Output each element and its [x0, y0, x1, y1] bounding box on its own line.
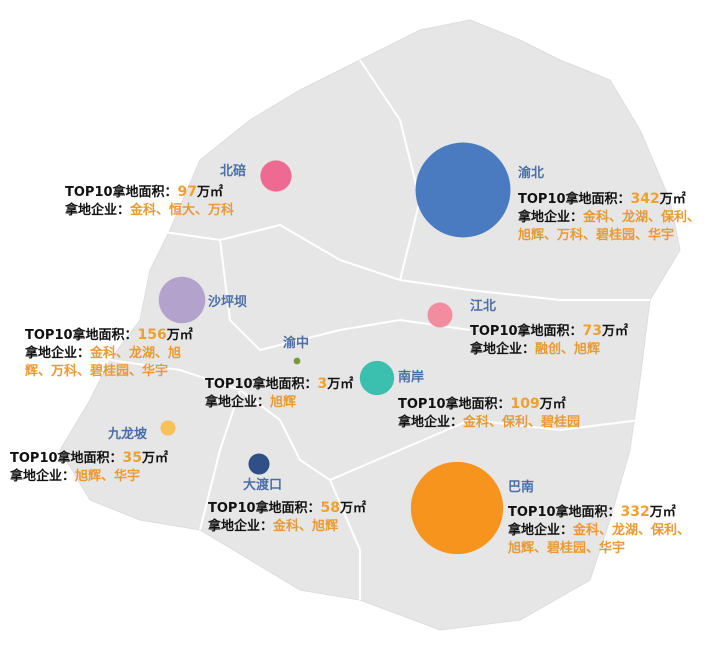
info-block: TOP10拿地面积：342万㎡ 拿地企业：金科、龙湖、保利、旭辉、万科、碧桂园、华…: [518, 190, 703, 245]
area-value: 58: [320, 500, 341, 516]
companies: 金科、龙湖、保利、旭辉、万科、碧桂园、华宇: [518, 210, 701, 243]
area-value: 73: [582, 323, 603, 339]
companies: 旭辉: [270, 395, 297, 410]
district-name: 巴南: [508, 480, 535, 495]
company-label: 拿地企业：: [25, 346, 91, 361]
area-line: TOP10拿地面积：3万㎡: [205, 375, 405, 394]
info-block: TOP10拿地面积：332万㎡ 拿地企业：金科、龙湖、保利、旭辉、碧桂园、华宇: [508, 503, 693, 558]
company-label: 拿地企业：: [470, 342, 536, 357]
bubble: [158, 276, 206, 324]
companies: 金科、旭辉: [273, 519, 339, 534]
company-label: 拿地企业：: [65, 203, 131, 218]
area-unit: 万㎡: [327, 377, 354, 392]
area-unit: 万㎡: [197, 185, 224, 200]
company-line: 拿地企业：融创、旭辉: [470, 341, 670, 359]
area-value: 156: [137, 327, 167, 343]
area-line: TOP10拿地面积：156万㎡: [25, 326, 203, 345]
area-unit: 万㎡: [602, 324, 629, 339]
bubble: [248, 453, 270, 475]
area-line: TOP10拿地面积：58万㎡: [208, 499, 408, 518]
area-label: TOP10拿地面积：: [508, 505, 621, 520]
area-label: TOP10拿地面积：: [205, 377, 318, 392]
district-name: 大渡口: [243, 478, 283, 493]
info-block: TOP10拿地面积：35万㎡ 拿地企业：旭辉、华宇: [10, 449, 210, 486]
company-line: 拿地企业：金科、旭辉: [208, 518, 408, 536]
area-unit: 万㎡: [166, 328, 193, 343]
area-label: TOP10拿地面积：: [518, 192, 631, 207]
area-value: 342: [630, 191, 660, 207]
company-label: 拿地企业：: [398, 415, 464, 430]
district-name: 渝北: [518, 166, 545, 181]
company-label: 拿地企业：: [208, 519, 274, 534]
bubble: [410, 461, 504, 555]
info-block: TOP10拿地面积：97万㎡ 拿地企业：金科、恒大、万科: [65, 183, 265, 220]
area-unit: 万㎡: [142, 451, 169, 466]
companies: 金科、保利、碧桂园: [463, 415, 581, 430]
area-line: TOP10拿地面积：109万㎡: [398, 395, 618, 414]
companies: 旭辉、华宇: [75, 469, 141, 484]
company-line: 拿地企业：旭辉: [205, 394, 405, 412]
area-label: TOP10拿地面积：: [65, 185, 178, 200]
area-label: TOP10拿地面积：: [470, 324, 583, 339]
area-value: 97: [177, 184, 198, 200]
companies: 金科、恒大、万科: [130, 203, 235, 218]
company-label: 拿地企业：: [205, 395, 271, 410]
area-line: TOP10拿地面积：35万㎡: [10, 449, 210, 468]
company-line: 拿地企业：金科、龙湖、保利、旭辉、万科、碧桂园、华宇: [518, 209, 703, 245]
bubble: [160, 420, 176, 436]
company-label: 拿地企业：: [518, 210, 584, 225]
info-block: TOP10拿地面积：3万㎡ 拿地企业：旭辉: [205, 375, 405, 412]
bubble: [260, 160, 292, 192]
info-block: TOP10拿地面积：109万㎡ 拿地企业：金科、保利、碧桂园: [398, 395, 618, 432]
company-line: 拿地企业：金科、恒大、万科: [65, 202, 265, 220]
area-label: TOP10拿地面积：: [398, 397, 511, 412]
area-unit: 万㎡: [539, 397, 566, 412]
bubble: [293, 357, 301, 365]
district-name: 江北: [470, 299, 497, 314]
area-value: 35: [122, 450, 143, 466]
district-name: 渝中: [283, 336, 310, 351]
company-line: 拿地企业：金科、龙湖、旭辉、万科、碧桂园、华宇: [25, 345, 203, 381]
district-name: 沙坪坝: [208, 295, 248, 310]
area-line: TOP10拿地面积：342万㎡: [518, 190, 703, 209]
company-line: 拿地企业：金科、龙湖、保利、旭辉、碧桂园、华宇: [508, 522, 693, 558]
area-line: TOP10拿地面积：97万㎡: [65, 183, 265, 202]
area-line: TOP10拿地面积：73万㎡: [470, 322, 670, 341]
area-label: TOP10拿地面积：: [208, 501, 321, 516]
area-label: TOP10拿地面积：: [25, 328, 138, 343]
bubble: [427, 302, 453, 328]
area-unit: 万㎡: [340, 501, 367, 516]
area-line: TOP10拿地面积：332万㎡: [508, 503, 693, 522]
company-line: 拿地企业：金科、保利、碧桂园: [398, 414, 618, 432]
district-name: 南岸: [398, 370, 425, 385]
companies: 融创、旭辉: [535, 342, 601, 357]
info-block: TOP10拿地面积：73万㎡ 拿地企业：融创、旭辉: [470, 322, 670, 359]
district-name: 北碚: [220, 164, 247, 179]
companies: 金科、龙湖、旭辉、万科、碧桂园、华宇: [25, 346, 182, 379]
bubble: [415, 142, 511, 238]
companies: 金科、龙湖、保利、旭辉、碧桂园、华宇: [508, 523, 691, 556]
bubble: [359, 360, 395, 396]
area-value: 3: [317, 376, 328, 392]
area-value: 109: [510, 396, 540, 412]
info-block: TOP10拿地面积：156万㎡ 拿地企业：金科、龙湖、旭辉、万科、碧桂园、华宇: [25, 326, 203, 381]
area-unit: 万㎡: [649, 505, 676, 520]
area-value: 332: [620, 504, 650, 520]
company-label: 拿地企业：: [508, 523, 574, 538]
area-unit: 万㎡: [659, 192, 686, 207]
company-label: 拿地企业：: [10, 469, 76, 484]
district-name: 九龙坡: [108, 427, 148, 442]
district-borders: [109, 59, 650, 600]
company-line: 拿地企业：旭辉、华宇: [10, 468, 210, 486]
area-label: TOP10拿地面积：: [10, 451, 123, 466]
info-block: TOP10拿地面积：58万㎡ 拿地企业：金科、旭辉: [208, 499, 408, 536]
